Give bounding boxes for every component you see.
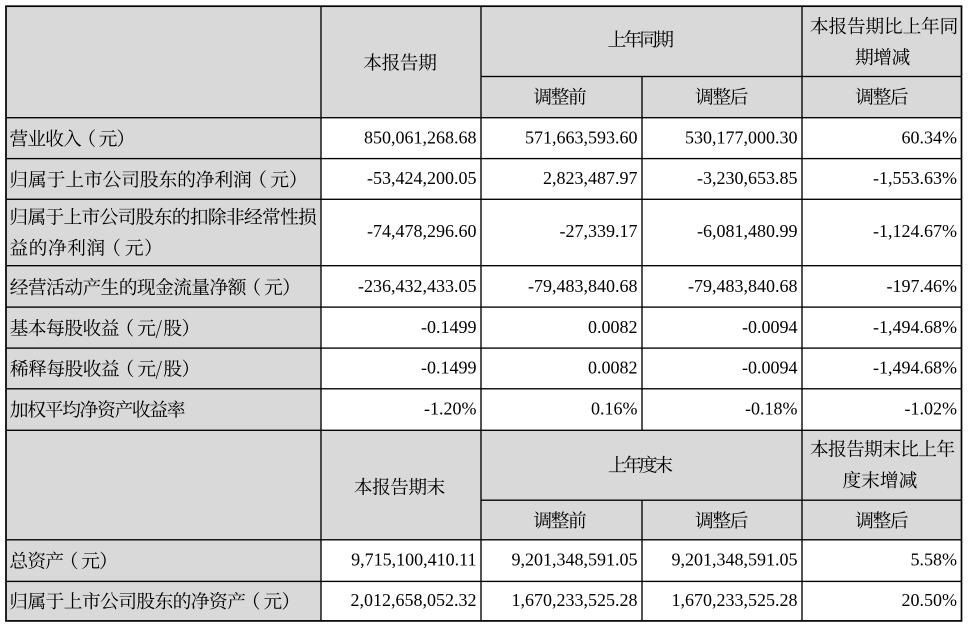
svg-text:60.34%: 60.34% xyxy=(902,127,958,147)
svg-text:-197.46%: -197.46% xyxy=(887,276,958,296)
svg-text:0.0082: 0.0082 xyxy=(588,317,638,337)
svg-text:-79,483,840.68: -79,483,840.68 xyxy=(688,276,798,296)
svg-text:9,201,348,591.05: 9,201,348,591.05 xyxy=(512,550,638,570)
svg-text:-79,483,840.68: -79,483,840.68 xyxy=(528,276,638,296)
svg-text:0.0082: 0.0082 xyxy=(588,358,638,378)
svg-text:1,670,233,525.28: 1,670,233,525.28 xyxy=(512,590,638,610)
svg-text:-0.0094: -0.0094 xyxy=(742,358,798,378)
svg-text:-0.18%: -0.18% xyxy=(745,398,798,418)
svg-text:-1.02%: -1.02% xyxy=(905,398,958,418)
svg-text:-1,124.67%: -1,124.67% xyxy=(873,221,957,241)
svg-text:1,670,233,525.28: 1,670,233,525.28 xyxy=(672,590,798,610)
svg-text:-1,494.68%: -1,494.68% xyxy=(873,317,957,337)
svg-text:571,663,593.60: 571,663,593.60 xyxy=(525,127,638,147)
svg-text:-0.0094: -0.0094 xyxy=(742,317,798,337)
svg-text:2,012,658,052.32: 2,012,658,052.32 xyxy=(351,590,477,610)
svg-text:-1.20%: -1.20% xyxy=(424,398,477,418)
svg-text:-236,432,433.05: -236,432,433.05 xyxy=(358,276,477,296)
svg-text:9,201,348,591.05: 9,201,348,591.05 xyxy=(672,550,798,570)
svg-text:20.50%: 20.50% xyxy=(902,590,958,610)
svg-text:850,061,268.68: 850,061,268.68 xyxy=(364,127,477,147)
svg-text:-1,553.63%: -1,553.63% xyxy=(873,168,957,188)
svg-text:0.16%: 0.16% xyxy=(591,398,638,418)
svg-text:530,177,000.30: 530,177,000.30 xyxy=(685,127,798,147)
svg-text:-1,494.68%: -1,494.68% xyxy=(873,358,957,378)
svg-text:-27,339.17: -27,339.17 xyxy=(560,221,638,241)
svg-text:-0.1499: -0.1499 xyxy=(421,358,477,378)
svg-text:9,715,100,410.11: 9,715,100,410.11 xyxy=(351,550,476,570)
svg-text:-74,478,296.60: -74,478,296.60 xyxy=(367,221,477,241)
svg-text:-53,424,200.05: -53,424,200.05 xyxy=(367,168,477,188)
svg-text:2,823,487.97: 2,823,487.97 xyxy=(543,168,638,188)
svg-text:-3,230,653.85: -3,230,653.85 xyxy=(697,168,798,188)
svg-text:-6,081,480.99: -6,081,480.99 xyxy=(697,221,798,241)
svg-text:-0.1499: -0.1499 xyxy=(421,317,477,337)
svg-text:5.58%: 5.58% xyxy=(911,550,958,570)
